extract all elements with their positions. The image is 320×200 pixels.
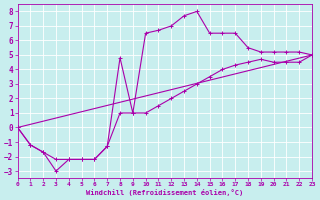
X-axis label: Windchill (Refroidissement éolien,°C): Windchill (Refroidissement éolien,°C) [86, 189, 244, 196]
